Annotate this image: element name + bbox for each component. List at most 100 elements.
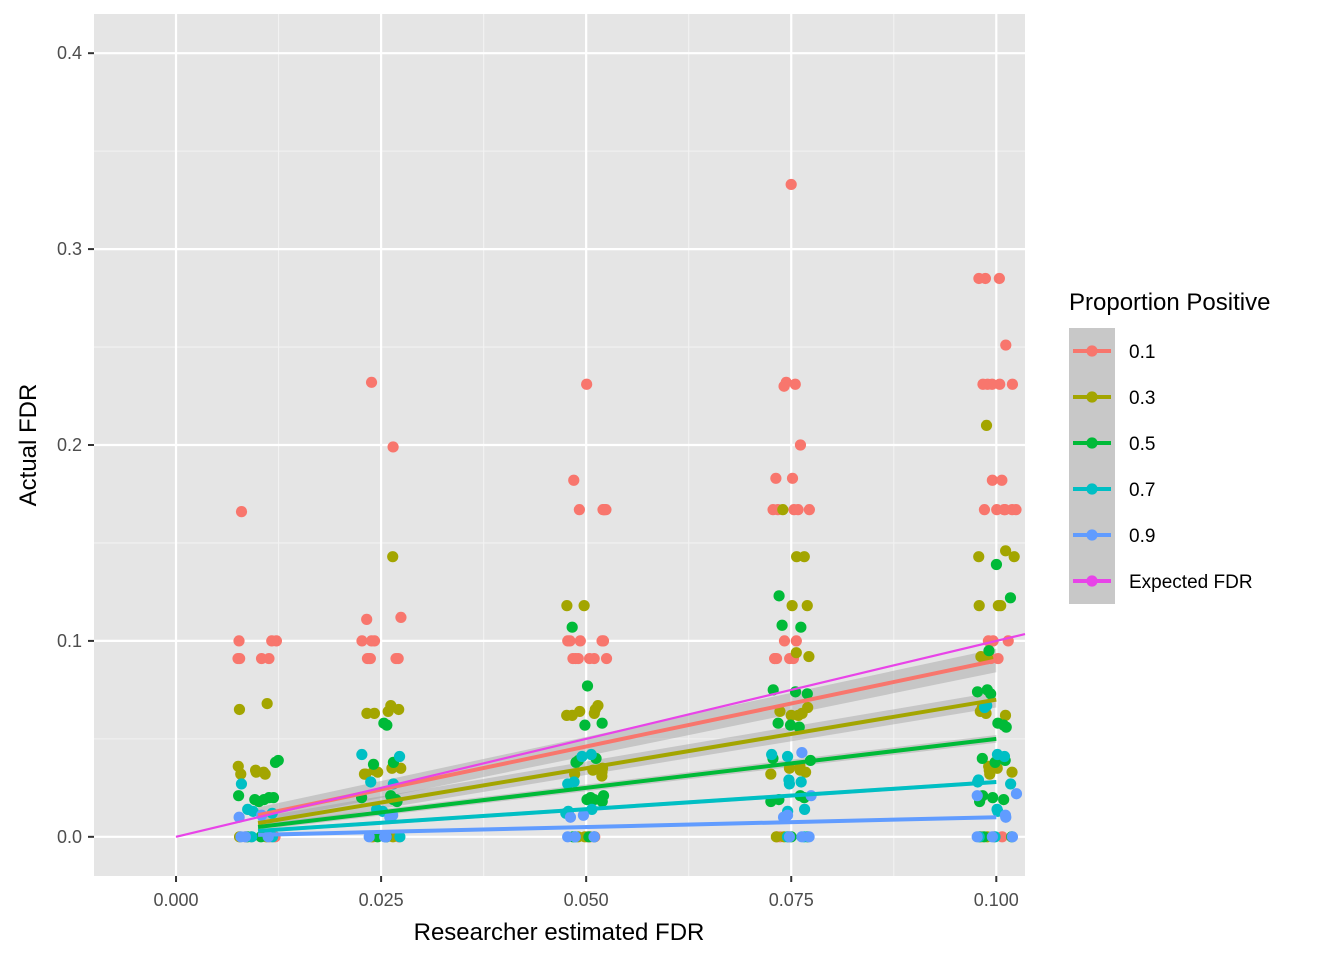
- data-point: [581, 680, 594, 692]
- data-point: [1000, 339, 1012, 351]
- data-point: [781, 750, 794, 763]
- data-point: [798, 551, 810, 563]
- data-point: [992, 600, 1004, 612]
- x-tick-label: 0.100: [974, 890, 1019, 910]
- data-point: [583, 652, 596, 665]
- x-tick-label: 0.050: [564, 890, 609, 910]
- data-point: [561, 709, 573, 721]
- data-point: [798, 803, 811, 815]
- data-point: [365, 635, 378, 647]
- data-point: [233, 703, 246, 716]
- data-point: [1006, 831, 1019, 843]
- data-point: [998, 504, 1010, 516]
- data-point: [990, 558, 1003, 571]
- data-point: [579, 719, 591, 731]
- data-point: [253, 795, 265, 808]
- data-point: [977, 378, 989, 390]
- data-point: [572, 652, 584, 665]
- data-point: [588, 831, 600, 843]
- data-point: [581, 378, 593, 390]
- data-point: [395, 611, 407, 624]
- data-point: [365, 376, 378, 388]
- data-point: [574, 635, 586, 647]
- data-point: [259, 768, 271, 780]
- data-point: [588, 707, 600, 719]
- data-point: [789, 378, 801, 390]
- data-point: [1000, 811, 1012, 823]
- data-point: [978, 504, 991, 516]
- data-point: [234, 652, 246, 665]
- data-point: [772, 717, 784, 729]
- legend-key-point: [1086, 391, 1098, 403]
- data-point: [795, 621, 807, 633]
- data-point: [1004, 592, 1017, 604]
- data-point: [381, 719, 393, 731]
- data-point: [393, 750, 406, 763]
- data-point: [233, 635, 245, 647]
- data-point: [1010, 788, 1023, 800]
- legend-key-background: [1069, 328, 1115, 604]
- data-point: [233, 790, 245, 802]
- data-point: [986, 474, 998, 486]
- x-tick-label: 0.025: [359, 890, 404, 910]
- data-point: [978, 701, 991, 714]
- data-point: [235, 778, 248, 790]
- data-point: [985, 688, 997, 700]
- data-point: [795, 776, 807, 788]
- y-tick-label: 0.2: [57, 435, 82, 455]
- data-point: [394, 831, 406, 843]
- data-point: [356, 635, 368, 647]
- trend-line: [257, 736, 997, 830]
- data-point: [387, 441, 399, 453]
- data-point: [803, 504, 815, 516]
- data-point: [790, 635, 802, 647]
- x-tick-label: 0.000: [154, 890, 199, 910]
- trend-line: [257, 779, 997, 833]
- data-point: [562, 778, 574, 790]
- legend-label: 0.3: [1129, 388, 1155, 409]
- data-point: [998, 750, 1011, 763]
- trend-line: [258, 815, 997, 837]
- data-point: [1005, 778, 1017, 790]
- legend-key-point: [1086, 529, 1098, 541]
- data-point: [1006, 378, 1019, 390]
- data-point: [382, 705, 394, 718]
- data-point: [778, 635, 791, 647]
- y-axis-title: Actual FDR: [15, 384, 42, 507]
- data-point: [235, 831, 247, 843]
- data-point: [793, 721, 805, 733]
- legend: Proportion Positive 0.1 0.3 0.5 0.7 0.9 Expec…: [1069, 289, 1270, 604]
- data-point: [796, 746, 808, 759]
- y-tick-label: 0.1: [57, 631, 82, 651]
- data-point: [996, 474, 1008, 486]
- axis-ticks: [88, 52, 998, 882]
- data-point: [794, 439, 807, 451]
- data-point: [250, 766, 262, 778]
- data-point: [770, 831, 782, 843]
- data-point: [596, 770, 608, 782]
- data-point: [971, 790, 983, 802]
- data-point: [267, 792, 280, 804]
- data-point: [971, 831, 983, 843]
- legend-label: 0.9: [1129, 526, 1155, 547]
- data-point: [973, 272, 985, 285]
- data-point: [600, 652, 613, 665]
- data-point: [561, 600, 573, 612]
- data-point: [766, 748, 778, 761]
- data-point: [998, 793, 1010, 806]
- data-point: [361, 707, 373, 719]
- legend-key-point: [1086, 575, 1098, 587]
- data-point: [770, 472, 782, 484]
- data-point: [801, 600, 813, 612]
- grid-major: [94, 14, 1025, 876]
- data-point: [971, 686, 984, 698]
- data-point: [261, 698, 273, 710]
- data-point: [983, 645, 995, 657]
- data-point: [803, 650, 815, 663]
- data-point: [564, 811, 577, 823]
- data-point: [1000, 545, 1012, 557]
- data-point: [569, 831, 581, 843]
- legend-label: 0.1: [1129, 342, 1155, 363]
- data-point: [987, 792, 999, 804]
- data-point: [984, 768, 996, 780]
